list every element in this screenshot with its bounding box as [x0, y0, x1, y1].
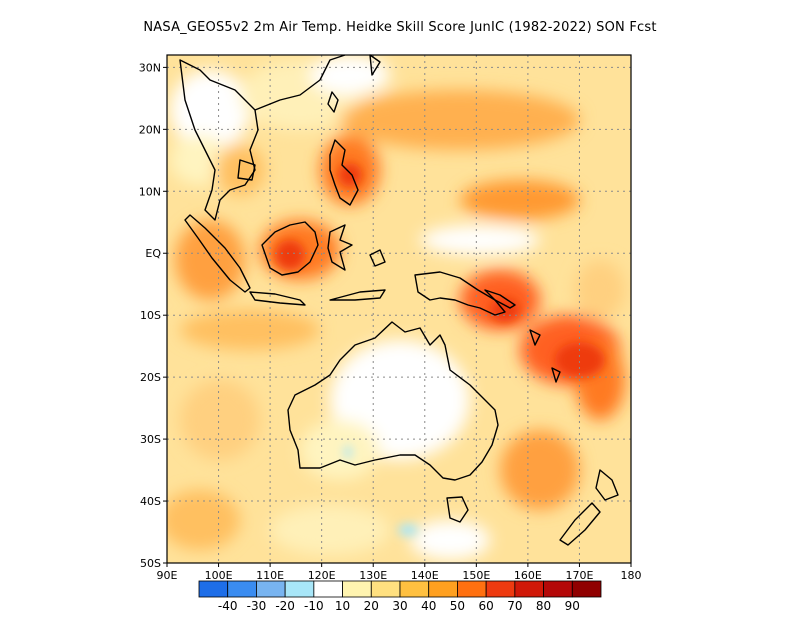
colorbar-swatch: [342, 580, 372, 598]
colorbar-label: 90: [565, 599, 580, 613]
latitude-axis: 30N 20N 10N EQ 10S 20S 30S 40S 50S: [139, 61, 167, 570]
lat-tick-label: 10S: [140, 309, 161, 322]
lat-tick-label: 30S: [140, 433, 161, 446]
longitude-axis: 90E 100E 110E 120E 130E 140E 150E 160E 170E 180: [157, 563, 642, 582]
lon-tick-label: 150E: [462, 569, 490, 582]
lon-tick-label: 110E: [256, 569, 284, 582]
colorbar-swatch: [485, 580, 516, 598]
colorbar-label: -40: [218, 599, 238, 613]
map-title: NASA_GEOS5v2 2m Air Temp. Heidke Skill S…: [143, 20, 657, 35]
colorbar-swatch: [227, 580, 257, 598]
grid-lines: [167, 55, 631, 563]
lon-tick-label: 130E: [359, 569, 387, 582]
colorbar-label: -30: [247, 599, 267, 613]
colorbar-swatch: [514, 580, 544, 598]
colorbar-label: 70: [507, 599, 522, 613]
lat-tick-label: EQ: [145, 247, 161, 260]
colorbar-swatch: [428, 580, 458, 598]
lon-tick-label: 170E: [565, 569, 593, 582]
shaded-field: [167, 55, 631, 563]
colorbar: -40 -30 -20 -10 10 20 30 40 50 60 70 80 90: [198, 580, 602, 613]
colorbar-swatch: [543, 580, 573, 598]
colorbar-label: 20: [364, 599, 379, 613]
lat-tick-label: 10N: [139, 185, 161, 198]
colorbar-swatch: [457, 580, 487, 598]
lat-tick-label: 20N: [139, 123, 161, 136]
colorbar-label: 50: [450, 599, 465, 613]
lon-tick-label: 120E: [308, 569, 336, 582]
lon-tick-label: 140E: [411, 569, 439, 582]
colorbar-swatch: [284, 580, 315, 598]
colorbar-swatch: [399, 580, 430, 598]
colorbar-label: 30: [392, 599, 407, 613]
colorbar-swatch: [571, 580, 602, 598]
lon-tick-label: 180: [621, 569, 642, 582]
colorbar-swatch: [370, 580, 401, 598]
colorbar-swatch: [313, 580, 343, 598]
colorbar-label: 40: [421, 599, 436, 613]
lat-tick-label: 50S: [140, 557, 161, 570]
colorbar-label: 80: [536, 599, 551, 613]
lat-tick-label: 20S: [140, 371, 161, 384]
plot-frame: [166, 54, 632, 564]
colorbar-swatch: [256, 580, 286, 598]
colorbar-label: 10: [335, 599, 350, 613]
coastlines: [179, 54, 619, 546]
colorbar-swatch: [198, 580, 229, 598]
colorbar-label: -10: [304, 599, 324, 613]
lon-tick-label: 100E: [205, 569, 233, 582]
colorbar-label: -20: [275, 599, 295, 613]
colorbar-label: 60: [479, 599, 494, 613]
lat-tick-label: 30N: [139, 61, 161, 74]
lon-tick-label: 90E: [157, 569, 178, 582]
lon-tick-label: 160E: [514, 569, 542, 582]
lat-tick-label: 40S: [140, 495, 161, 508]
